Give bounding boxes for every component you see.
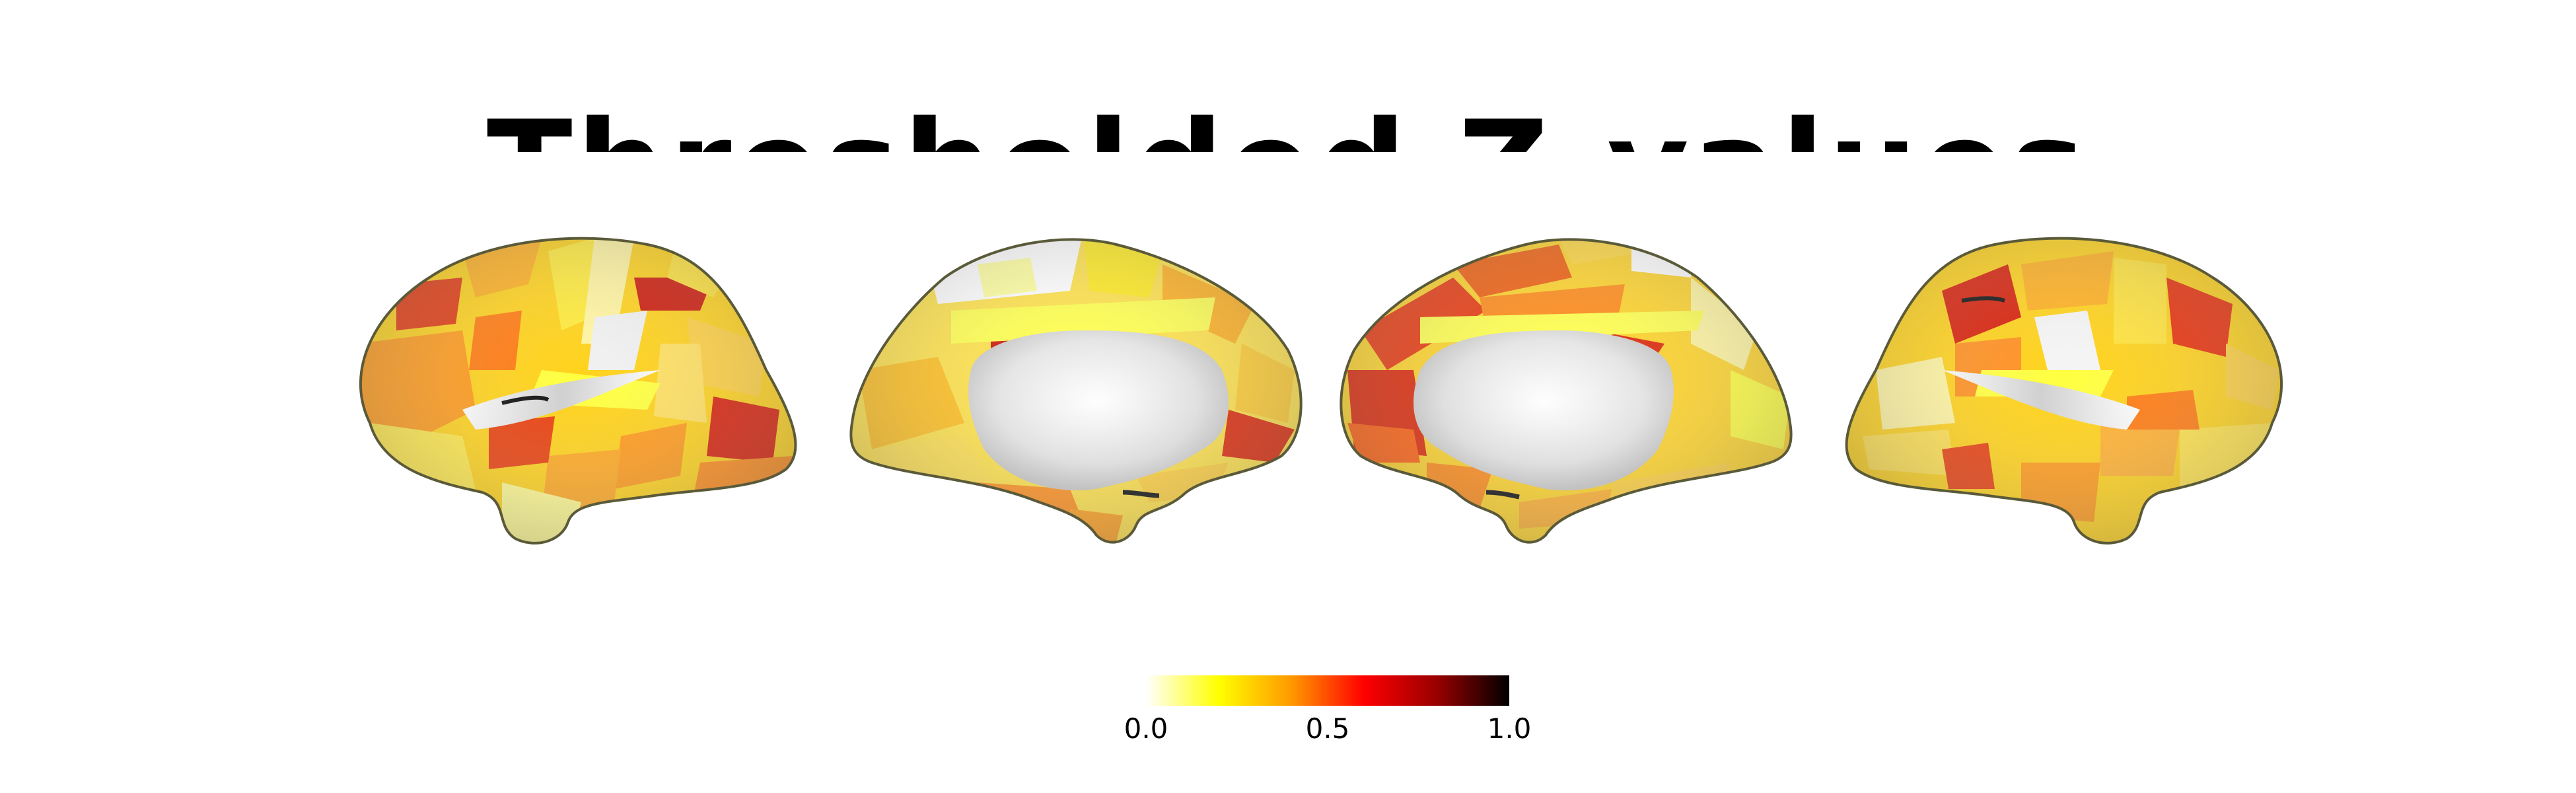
colorbar-tick-label: 0.5 [1305, 712, 1350, 745]
figure-title: Thresholded Z-values [0, 104, 2576, 153]
figure-title-clip: Thresholded Z-values [0, 79, 2576, 153]
colorbar-gradient [1146, 675, 1509, 706]
colorbar-tick-label: 1.0 [1487, 712, 1532, 745]
brain-right-lateral [1845, 237, 2283, 545]
brain-left-medial [849, 238, 1303, 544]
brain-left-lateral [359, 237, 797, 545]
brain-right-medial [1340, 238, 1793, 544]
colorbar-tick-label: 0.0 [1124, 712, 1168, 745]
colorbar [1146, 675, 1509, 706]
